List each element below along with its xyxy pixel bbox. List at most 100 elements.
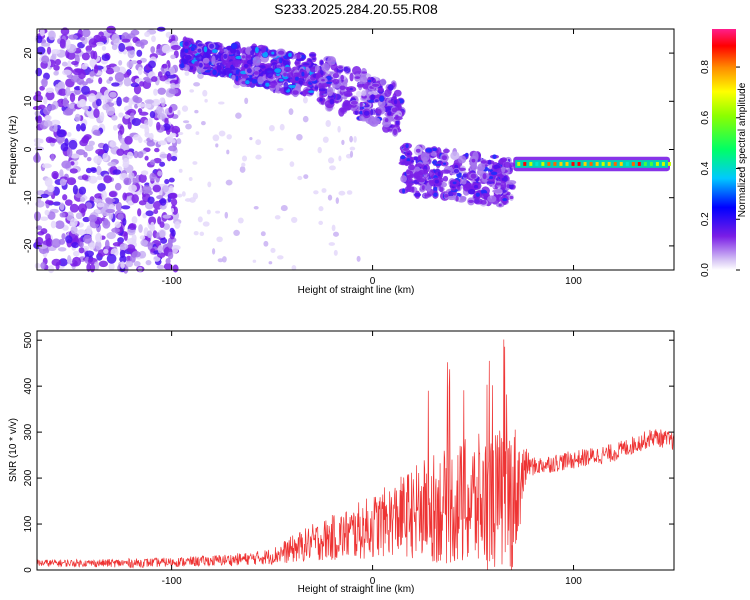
heatmap-cell [79,241,84,248]
heatmap-cell [156,121,161,131]
heatmap-cell [86,156,92,162]
heatmap-cell [325,120,331,127]
heatmap-cell [475,192,481,197]
heatmap-cell [43,96,48,105]
heatmap-cell [41,42,51,47]
heatmap-cell [75,212,83,220]
heatmap-cell [421,185,425,191]
heatmap-cell [235,55,243,60]
heatmap-cell [112,124,118,131]
heatmap-cell [62,97,69,108]
heatmap-cell [122,96,130,103]
heatmap-cell [405,169,411,175]
heatmap-cell [72,256,82,267]
heatmap-cell [405,143,409,149]
heatmap-cell [58,258,68,267]
heatmap-cell [94,64,99,74]
snr-x-ticks: -100 0 100 [162,331,582,587]
heatmap-cell [88,93,97,103]
heatmap-cell [294,76,299,81]
heatmap-cell [131,251,141,258]
y-tick-label: 200 [23,469,34,486]
heatmap-cell [254,46,259,54]
heatmap-cell [72,184,78,195]
heatmap-cell [36,35,43,44]
heatmap-cell [46,46,52,55]
heatmap-cell [93,155,103,164]
heatmap-cell [341,139,345,146]
heatmap-cell [144,31,151,38]
heatmap-cell [302,96,308,104]
heatmap-cell [41,55,50,64]
tone-band-cell [559,162,563,166]
heatmap-cell [170,44,181,51]
heatmap-cell [109,91,117,98]
tone-band-cell [637,162,641,166]
heatmap-cell [280,205,288,212]
tone-band-cell [595,162,599,166]
heatmap-cell [193,230,199,236]
heatmap-cell [123,77,132,87]
heatmap-cell [51,258,62,267]
heatmap-cell [62,194,68,201]
heatmap-cell [202,221,210,227]
heatmap-cell [59,212,66,218]
tone-band-cell [613,162,617,166]
heatmap-cell [169,227,175,234]
heatmap-cell [138,111,149,116]
heatmap-cell [159,97,165,103]
heatmap-cell [375,108,382,115]
heatmap-cell [241,55,246,59]
heatmap-cell [76,229,87,236]
heatmap-cell [44,200,54,205]
heatmap-cell [139,235,146,240]
heatmap-cell [450,151,460,161]
colorbar-gradient [712,29,736,270]
heatmap-cell [470,164,478,170]
heatmap-cell [441,155,448,161]
snr-x-axis-title: Height of straight line (km) [298,584,415,595]
heatmap-cell [470,173,477,179]
tone-band-cell [535,162,539,166]
heatmap-cell [137,151,144,159]
heatmap-cell [121,205,131,210]
heatmap-cell [172,264,179,273]
heatmap-cell [170,245,179,254]
heatmap-cell [88,175,98,184]
colorbar-tick-label: 0.0 [700,263,711,277]
heatmap-cell [268,124,275,132]
heatmap-cell [81,63,88,70]
heatmap-cell [69,92,76,103]
heatmap-cell [434,179,440,184]
heatmap-cell [171,125,181,135]
heatmap-cell [122,158,130,167]
heatmap-cell [151,76,158,83]
heatmap-cell [66,51,76,60]
heatmap-cell [153,208,159,215]
heatmap-cell [118,60,123,66]
heatmap-cell [393,99,398,105]
heatmap-cell [124,114,130,119]
heatmap-cell [132,177,137,185]
heatmap-cell [96,202,105,208]
heatmap-cell [111,227,121,233]
y-tick-label: 300 [23,423,34,440]
heatmap-cell [168,177,175,183]
heatmap-cell [246,68,252,74]
heatmap-cell [51,238,61,249]
heatmap-cell [96,175,103,181]
heatmap-cell [471,158,476,163]
heatmap-cell [68,103,75,109]
heatmap-cell [142,212,147,219]
tone-band-cell [661,162,665,166]
heatmap-cell [141,185,152,194]
heatmap-cell [134,96,143,104]
heatmap-cell [97,182,106,192]
heatmap-cell [433,186,438,193]
heatmap-cell [122,217,127,226]
y-tick-label: 500 [23,331,34,348]
heatmap-cell [137,103,146,108]
heatmap-cell [249,137,253,141]
heatmap-cell [252,56,262,67]
heatmap-cell [356,83,364,88]
